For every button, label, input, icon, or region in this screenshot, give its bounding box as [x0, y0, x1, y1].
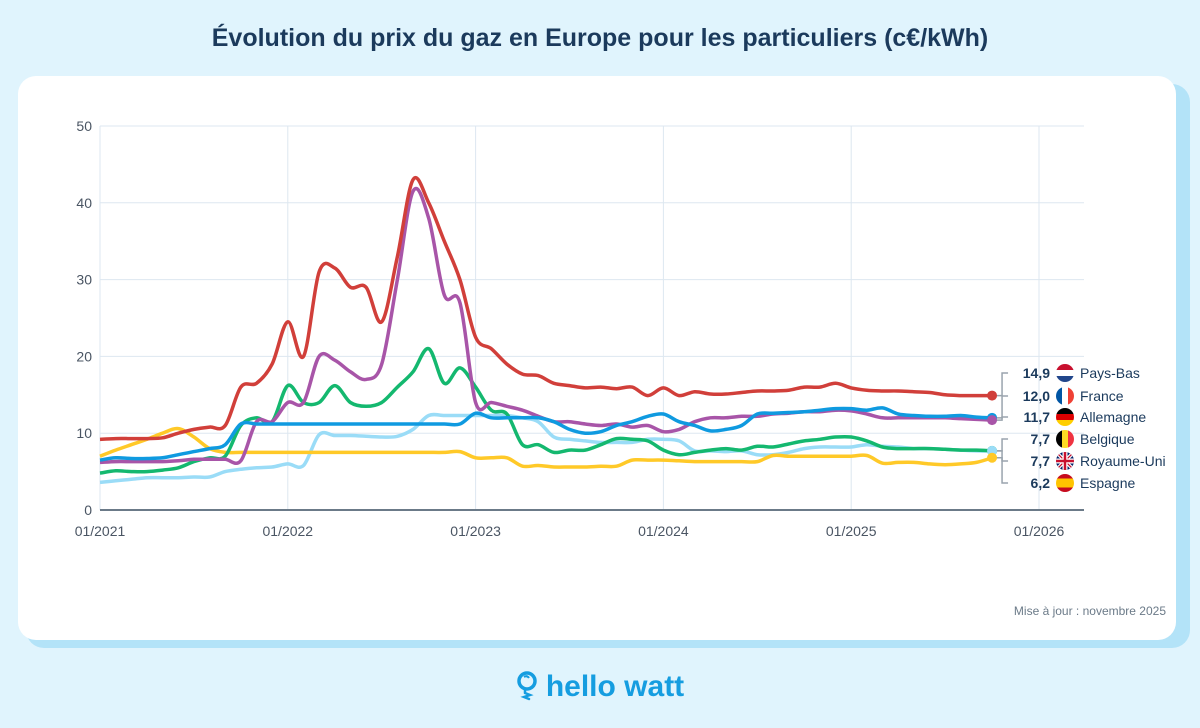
- lightbulb-icon: [517, 671, 537, 701]
- end-value-label: 11,7: [1024, 409, 1051, 425]
- end-value-label: 6,2: [1031, 475, 1051, 491]
- flag-de-icon: [1056, 408, 1074, 426]
- y-tick-label: 0: [84, 502, 92, 518]
- series-name-label: Belgique: [1080, 431, 1135, 447]
- x-tick-label: 01/2021: [75, 523, 126, 539]
- end-label-royaume-uni: 7,7 Royaume-Uni: [987, 445, 1166, 470]
- end-label-pays-bas: 14,9 Pays-Bas: [987, 364, 1140, 401]
- flag-stripe: [1056, 370, 1074, 377]
- end-label-france: 12,0 France: [987, 387, 1124, 423]
- label-connector: [996, 457, 1009, 484]
- chart-title: Évolution du prix du gaz en Europe pour …: [211, 24, 989, 52]
- series-name-label: Espagne: [1080, 475, 1135, 491]
- y-tick-label: 50: [76, 118, 92, 134]
- flag-stripe: [1056, 474, 1074, 479]
- series-line-royaume-uni: [99, 412, 993, 485]
- end-value-label: 7,7: [1031, 431, 1051, 447]
- flag-stripe: [1056, 478, 1074, 484]
- update-note: Mise à jour : novembre 2025: [1013, 604, 1166, 618]
- flag-fr-icon: [1056, 387, 1074, 405]
- flag-stripe: [1062, 387, 1069, 405]
- x-tick-label: 01/2022: [262, 523, 313, 539]
- flag-stripe: [1056, 414, 1074, 421]
- flag-stripe: [1062, 430, 1069, 448]
- flag-stripe: [1068, 387, 1074, 405]
- flag-stripe: [1056, 376, 1074, 382]
- flag-stripe: [1056, 420, 1074, 426]
- flag-be-icon: [1056, 430, 1074, 448]
- flag-stripe: [1056, 408, 1074, 415]
- flag-stripe: [1056, 430, 1063, 448]
- flag-stripe: [1056, 487, 1074, 492]
- chart-card: [18, 76, 1176, 640]
- series-name-label: France: [1080, 388, 1124, 404]
- end-value-label: 14,9: [1023, 365, 1050, 381]
- series-line-france: [99, 406, 993, 462]
- series-end-dot: [987, 390, 998, 401]
- flag-uk-icon: [1056, 452, 1074, 470]
- series-name-label: Royaume-Uni: [1080, 453, 1166, 469]
- end-label-espagne: 6,2 Espagne: [987, 452, 1135, 492]
- flag-stripe: [1068, 430, 1074, 448]
- brand-name: hello watt: [545, 670, 685, 703]
- series-name-label: Pays-Bas: [1080, 365, 1140, 381]
- flag-stripe: [1056, 364, 1074, 371]
- label-connector: [996, 438, 1009, 452]
- end-value-label: 7,7: [1031, 453, 1051, 469]
- label-connector: [996, 450, 1009, 462]
- label-connector: [996, 395, 1009, 419]
- x-tick-label: 01/2026: [1014, 523, 1065, 539]
- x-tick-label: 01/2023: [450, 523, 501, 539]
- flag-cross-red: [1056, 452, 1074, 470]
- end-label-allemagne: 11,7 Allemagne: [987, 408, 1146, 426]
- series-line-espagne: [99, 426, 993, 469]
- label-connector: [996, 372, 1009, 397]
- series-end-dot: [987, 452, 998, 463]
- y-tick-label: 30: [76, 272, 92, 288]
- flag-stripe: [1056, 387, 1063, 405]
- x-tick-label: 01/2025: [826, 523, 877, 539]
- flag-es-icon: [1056, 474, 1074, 492]
- y-tick-label: 40: [76, 195, 92, 211]
- y-tick-label: 10: [76, 425, 92, 441]
- series-end-dot: [987, 415, 998, 426]
- y-tick-label: 20: [76, 348, 92, 364]
- series-end-dot: [987, 445, 998, 456]
- flag-nl-icon: [1056, 364, 1074, 382]
- brand-logo: hello watt: [0, 670, 1200, 704]
- end-value-label: 12,0: [1023, 388, 1050, 404]
- series-line-allemagne: [99, 186, 993, 466]
- series-line-belgique: [99, 346, 993, 475]
- series-name-label: Allemagne: [1080, 409, 1146, 425]
- x-tick-label: 01/2024: [638, 523, 689, 539]
- flag-stripe: [1056, 483, 1074, 488]
- series-line-pays-bas: [99, 176, 993, 442]
- label-connector: [996, 416, 1009, 421]
- end-label-belgique: 7,7 Belgique: [987, 430, 1135, 456]
